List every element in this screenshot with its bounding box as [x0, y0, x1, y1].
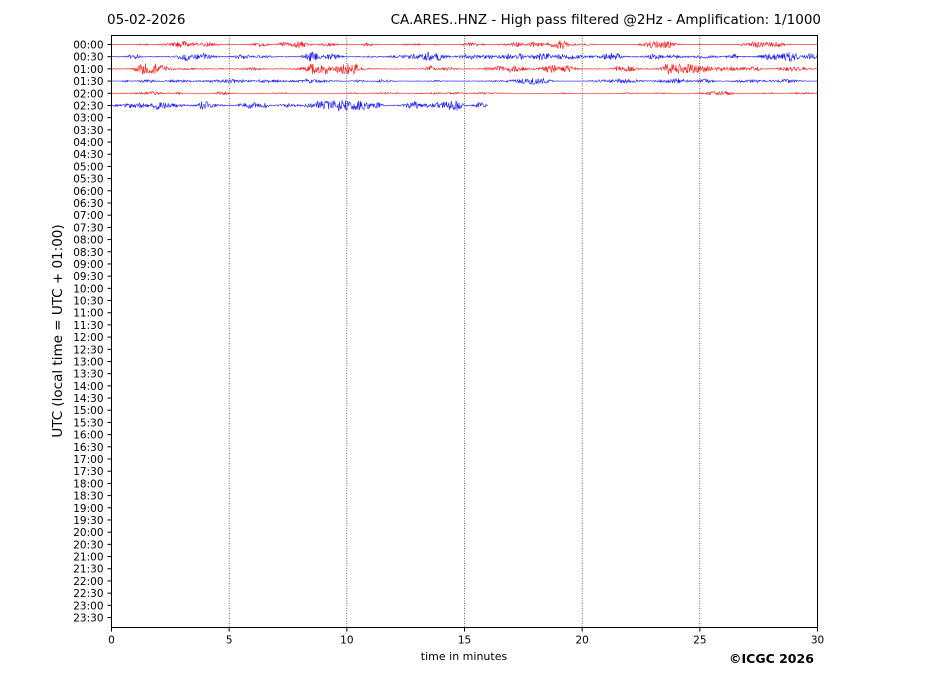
seismic-trace: [111, 63, 818, 76]
y-tick-label: 05:30: [73, 174, 103, 186]
y-tick-label: 11:00: [73, 308, 103, 320]
y-tick-label: 23:30: [73, 613, 103, 625]
y-tick-label: 10:00: [73, 283, 103, 295]
y-tick-label: 21:30: [73, 564, 103, 576]
y-tick-label: 06:30: [73, 198, 103, 210]
y-tick-label: 17:00: [73, 454, 103, 466]
y-tick-label: 02:30: [73, 100, 103, 112]
y-tick-label: 17:30: [73, 466, 103, 478]
y-tick-label: 19:30: [73, 515, 103, 527]
y-tick-label: 14:00: [73, 381, 103, 393]
chart-title: CA.ARES..HNZ - High pass filtered @2Hz -…: [390, 12, 821, 28]
y-tick-label: 07:30: [73, 222, 103, 234]
y-tick-label: 15:30: [73, 417, 103, 429]
y-tick-label: 13:30: [73, 369, 103, 381]
y-tick-label: 18:30: [73, 491, 103, 503]
y-tick-label: 16:30: [73, 442, 103, 454]
y-tick-label: 01:30: [73, 76, 103, 88]
y-tick-label: 10:30: [73, 296, 103, 308]
y-tick-label: 08:30: [73, 247, 103, 259]
y-tick-label: 04:00: [73, 137, 103, 149]
date-label: 05-02-2026: [107, 12, 186, 28]
y-tick-label: 20:00: [73, 527, 103, 539]
x-tick-label: 15: [458, 635, 471, 647]
y-tick-label: 22:30: [73, 588, 103, 600]
plot-frame: [111, 35, 818, 628]
y-tick-label: 09:30: [73, 271, 103, 283]
y-tick-label: 08:00: [73, 235, 103, 247]
y-tick-label: 13:00: [73, 356, 103, 368]
y-tick-label: 06:00: [73, 186, 103, 198]
y-tick-label: 12:00: [73, 332, 103, 344]
y-tick-label: 00:30: [73, 52, 103, 64]
y-tick-label: 21:00: [73, 552, 103, 564]
seismic-trace: [111, 99, 489, 112]
y-tick-label: 23:00: [73, 600, 103, 612]
y-tick-label: 16:00: [73, 430, 103, 442]
y-tick-label: 03:30: [73, 125, 103, 137]
seismic-trace: [111, 51, 818, 63]
y-tick-label: 00:00: [73, 40, 103, 52]
y-tick-label: 02:00: [73, 88, 103, 100]
x-tick-label: 10: [340, 635, 353, 647]
x-axis-label: time in minutes: [420, 650, 508, 663]
y-tick-label: 19:00: [73, 503, 103, 515]
seismic-trace: [111, 77, 818, 85]
x-tick-label: 5: [226, 635, 233, 647]
x-tick-label: 30: [811, 635, 824, 647]
y-tick-label: 09:00: [73, 259, 103, 271]
y-tick-label: 04:30: [73, 149, 103, 161]
y-tick-label: 11:30: [73, 320, 103, 332]
copyright-label: ©ICGC 2026: [729, 651, 814, 666]
y-tick-label: 18:00: [73, 478, 103, 490]
y-tick-label: 03:00: [73, 113, 103, 125]
y-tick-label: 20:30: [73, 539, 103, 551]
y-tick-label: 01:00: [73, 64, 103, 76]
y-tick-label: 14:30: [73, 393, 103, 405]
seismic-trace: [111, 90, 818, 96]
y-tick-label: 22:00: [73, 576, 103, 588]
y-tick-label: 07:00: [73, 210, 103, 222]
y-tick-label: 15:00: [73, 405, 103, 417]
x-tick-label: 25: [693, 635, 706, 647]
y-tick-label: 05:00: [73, 161, 103, 173]
x-tick-label: 0: [108, 635, 115, 647]
y-tick-label: 12:30: [73, 344, 103, 356]
x-tick-label: 20: [575, 635, 588, 647]
seismic-trace: [111, 40, 818, 49]
